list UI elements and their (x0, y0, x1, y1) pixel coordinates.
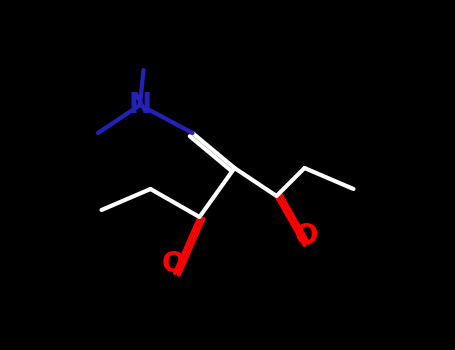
Text: N: N (128, 91, 152, 119)
Text: O: O (294, 222, 318, 250)
Text: O: O (162, 250, 185, 278)
